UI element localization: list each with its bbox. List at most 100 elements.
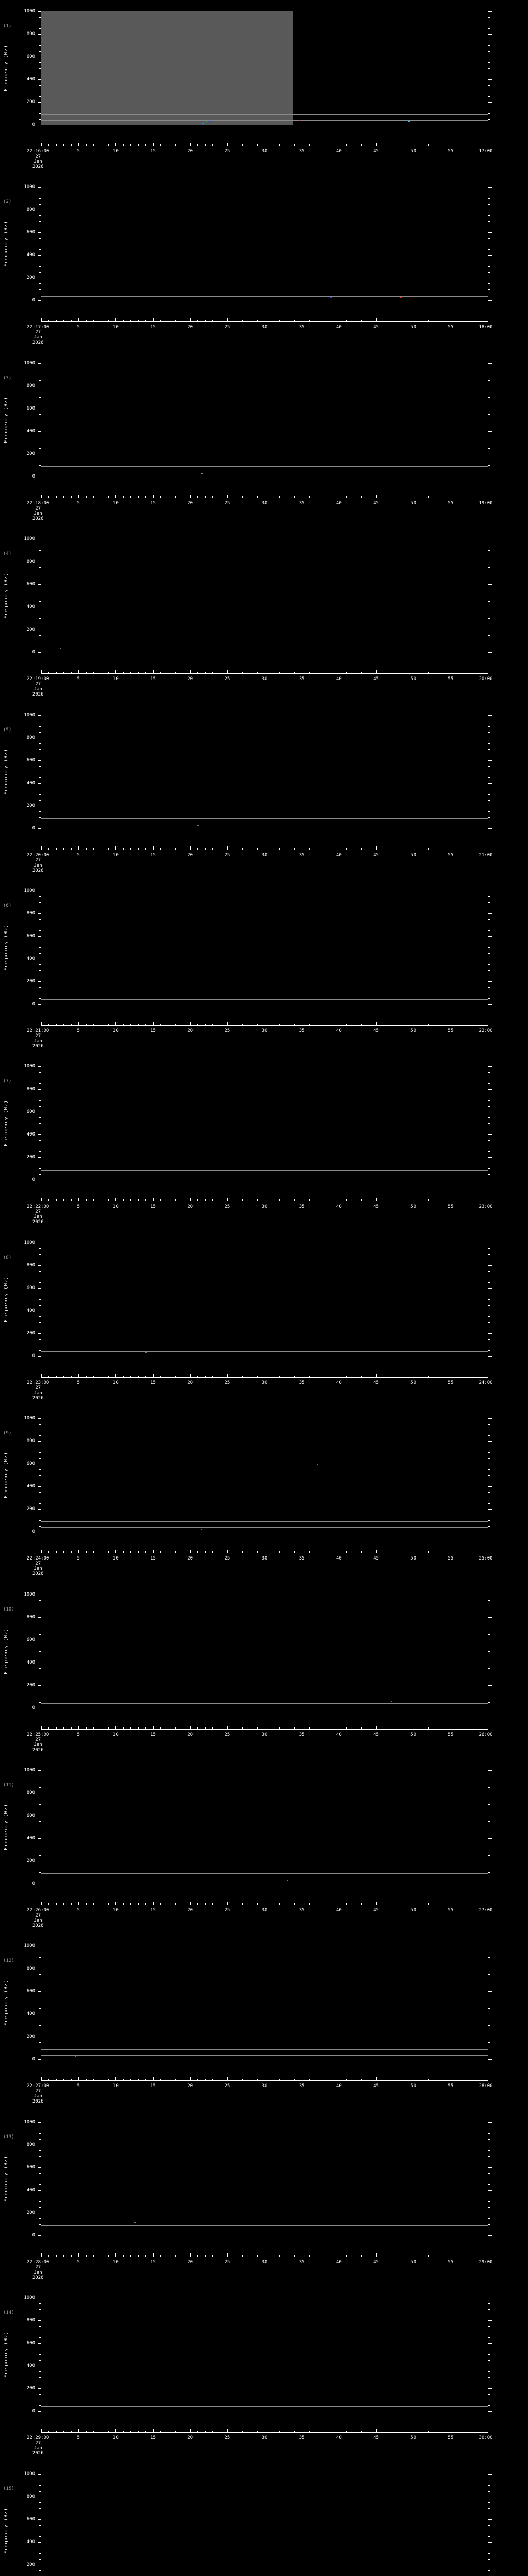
x-axis-tick — [242, 672, 243, 674]
y-axis-tick-label: 400 — [26, 1484, 35, 1489]
x-axis-tick-label: 30 — [261, 500, 268, 506]
x-axis-tick-label: 15 — [150, 1204, 156, 1210]
x-axis-tick — [41, 318, 42, 322]
x-axis-tick-label: 40 — [336, 852, 342, 858]
x-axis-tick-label: 55 — [448, 1732, 454, 1737]
x-axis-tick — [63, 320, 64, 322]
x-axis-tick-label: 5 — [77, 852, 80, 858]
x-axis-tick — [138, 144, 139, 146]
x-axis-tick — [108, 320, 109, 322]
y-axis-tick — [39, 947, 41, 948]
x-axis-tick — [93, 1375, 94, 1377]
detection-marker — [202, 123, 204, 124]
y-axis-tick-label: 800 — [26, 2494, 35, 2499]
y-axis-tick-right — [488, 2224, 490, 2225]
y-axis-tick — [38, 1617, 41, 1618]
y-axis-tick-label: 600 — [26, 934, 35, 939]
y-axis-tick-label: 0 — [32, 1002, 35, 1007]
x-axis-tick — [212, 1199, 213, 1201]
y-axis-tick — [38, 431, 41, 432]
y-axis-tick-right — [488, 1838, 492, 1839]
y-axis-tick — [39, 2133, 41, 2134]
x-axis-tick — [160, 1551, 161, 1553]
x-axis-tick-label: 55 — [448, 325, 454, 330]
x-axis-tick — [175, 1903, 176, 1905]
x-axis-tick — [123, 2255, 124, 2257]
y-axis-tick-right — [488, 1248, 490, 1249]
y-axis-tick — [39, 1492, 41, 1493]
y-axis-tick — [39, 800, 41, 801]
y-axis-tick-right — [488, 2485, 490, 2486]
y-axis-tick — [39, 397, 41, 398]
x-axis-tick-label: 55 — [448, 500, 454, 506]
x-axis-tick — [138, 672, 139, 674]
y-axis-tick — [39, 766, 41, 767]
start-time-label: 22:24:00 — [27, 1556, 50, 1562]
y-axis-tick-right — [488, 1855, 490, 1856]
y-axis-tick — [38, 652, 41, 653]
y-axis-tick — [39, 1270, 41, 1272]
y-axis-tick — [38, 2167, 41, 2168]
x-axis-tick — [279, 2079, 280, 2081]
x-axis-tick — [294, 2431, 295, 2433]
start-time-label: 22:25:00 — [27, 1732, 50, 1737]
x-axis-tick-label: 30 — [261, 149, 268, 154]
x-axis-tick — [428, 144, 429, 146]
x-axis-tick — [279, 1727, 280, 1729]
y-axis-tick — [39, 1350, 41, 1351]
x-axis-tick — [86, 1727, 87, 1729]
x-axis-tick — [123, 1375, 124, 1377]
x-axis-tick — [138, 1375, 139, 1377]
x-axis-tick — [242, 1199, 243, 1201]
y-axis-tick — [38, 2343, 41, 2344]
y-axis-tick — [39, 2184, 41, 2185]
y-axis-tick-label: 1000 — [24, 9, 35, 14]
x-axis-tick — [145, 1024, 146, 1025]
y-axis-tick-label: 400 — [26, 2363, 35, 2369]
x-axis-tick — [428, 1903, 429, 1905]
y-axis-tick — [38, 1004, 41, 1005]
x-axis-tick — [376, 1022, 377, 1025]
y-axis-tick-label: 400 — [26, 1132, 35, 1138]
y-axis-tick-right — [488, 2150, 490, 2151]
x-axis-tick — [361, 2255, 362, 2257]
x-axis-tick-label: 35 — [299, 1028, 305, 1033]
x-axis-tick-label: 10 — [112, 500, 119, 506]
x-axis-tick-label: 30 — [261, 1028, 268, 1033]
x-axis-tick — [41, 1022, 42, 1025]
y-axis-tick-label: 600 — [26, 1813, 35, 1818]
x-axis-tick-label: 25 — [224, 1204, 230, 1210]
x-axis-tick — [212, 2431, 213, 2433]
y-axis-tick-right — [488, 119, 490, 120]
y-axis-tick-label: 400 — [26, 1659, 35, 1665]
x-axis-tick — [175, 144, 176, 146]
y-axis-tick-right — [488, 970, 490, 971]
x-axis-tick-label: 25 — [224, 2259, 230, 2265]
y-axis-tick — [39, 2536, 41, 2537]
y-axis-tick-label: 600 — [26, 2164, 35, 2170]
x-axis-tick-label: 45 — [373, 149, 379, 154]
y-axis-tick-label: 400 — [26, 2011, 35, 2017]
y-axis-tick-label: 200 — [26, 2210, 35, 2215]
y-axis-tick — [39, 2570, 41, 2571]
x-axis-tick-label: 20 — [187, 852, 193, 858]
y-axis-tick-label: 1000 — [24, 2295, 35, 2301]
x-axis-tick-label: 10 — [112, 1204, 119, 1210]
y-axis-tick-right — [488, 601, 490, 602]
y-axis-tick-right — [488, 272, 490, 273]
y-axis-tick-label: 1000 — [24, 2119, 35, 2125]
start-year-label: 2026 — [32, 1571, 44, 1577]
y-axis-title: Frequency (Hz) — [4, 1979, 9, 2026]
start-day-label: 27 — [35, 1561, 41, 1567]
y-axis-tick — [39, 1083, 41, 1084]
y-axis-tick-right — [488, 2167, 492, 2168]
start-time-label: 22:21:00 — [27, 1028, 50, 1033]
x-axis-tick — [242, 1903, 243, 1905]
x-axis-tick — [205, 496, 206, 498]
y-axis-tick — [39, 2326, 41, 2327]
x-axis-tick — [153, 1725, 154, 1729]
spectrogram-plot-area — [41, 715, 488, 828]
x-axis-tick — [227, 2077, 228, 2081]
x-axis-tick — [123, 1024, 124, 1025]
x-axis-tick-label: 40 — [336, 2259, 342, 2265]
